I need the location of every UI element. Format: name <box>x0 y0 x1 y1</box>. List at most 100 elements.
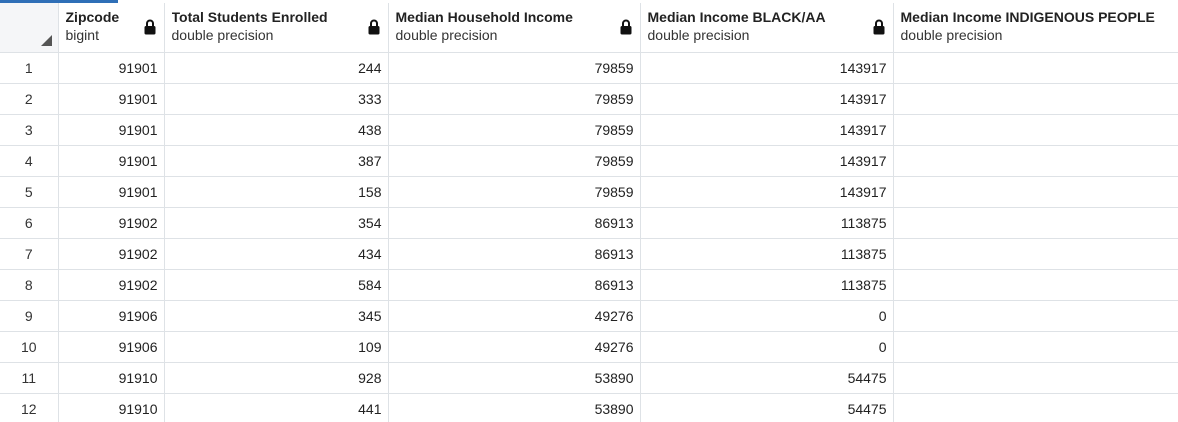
row-number[interactable]: 2 <box>0 83 59 115</box>
row-number[interactable]: 5 <box>0 176 59 208</box>
table-cell[interactable]: 91910 <box>58 393 165 422</box>
table-row[interactable]: 5 91901 158 79859 143917 <box>0 176 1178 208</box>
column-name: Total Students Enrolled <box>171 9 328 25</box>
table-cell[interactable]: 54475 <box>640 362 894 394</box>
table-cell[interactable] <box>893 393 1178 422</box>
column-header-5[interactable]: Median Income INDIGENOUS PEOPLE double pr… <box>893 3 1178 53</box>
column-header-3[interactable]: Median Household Income double precision <box>388 3 641 53</box>
table-row[interactable]: 1 91901 244 79859 143917 <box>0 52 1178 84</box>
column-type: double precision <box>647 27 750 43</box>
row-number[interactable]: 9 <box>0 300 59 332</box>
row-number[interactable]: 6 <box>0 207 59 239</box>
table-cell[interactable]: 53890 <box>388 393 641 422</box>
table-cell[interactable]: 441 <box>164 393 389 422</box>
row-number[interactable]: 12 <box>0 393 59 422</box>
table-cell[interactable] <box>893 362 1178 394</box>
table-cell[interactable] <box>893 145 1178 177</box>
row-number[interactable]: 1 <box>0 52 59 84</box>
column-type: bigint <box>65 27 99 43</box>
table-row[interactable]: 2 91901 333 79859 143917 <box>0 83 1178 115</box>
table-cell[interactable] <box>893 52 1178 84</box>
table-cell[interactable] <box>893 331 1178 363</box>
table-row[interactable]: 6 91902 354 86913 113875 <box>0 207 1178 239</box>
column-type: double precision <box>900 27 1003 43</box>
column-header-1[interactable]: Zipcode bigint <box>58 3 165 53</box>
table-cell[interactable]: 54475 <box>640 393 894 422</box>
table-cell[interactable]: 387 <box>164 145 389 177</box>
table-cell[interactable]: 86913 <box>388 207 641 239</box>
row-number[interactable]: 10 <box>0 331 59 363</box>
table-row[interactable]: 11 91910 928 53890 54475 <box>0 362 1178 394</box>
table-cell[interactable] <box>893 176 1178 208</box>
table-cell[interactable]: 438 <box>164 114 389 146</box>
table-row[interactable]: 3 91901 438 79859 143917 <box>0 114 1178 146</box>
table-cell[interactable]: 91910 <box>58 362 165 394</box>
row-number[interactable]: 11 <box>0 362 59 394</box>
table-cell[interactable] <box>893 114 1178 146</box>
table-cell[interactable]: 79859 <box>388 114 641 146</box>
table-cell[interactable]: 49276 <box>388 300 641 332</box>
lock-icon <box>620 19 632 35</box>
table-cell[interactable]: 143917 <box>640 83 894 115</box>
table-cell[interactable]: 91901 <box>58 176 165 208</box>
table-cell[interactable]: 143917 <box>640 176 894 208</box>
table-cell[interactable]: 79859 <box>388 176 641 208</box>
table-cell[interactable] <box>893 238 1178 270</box>
table-cell[interactable]: 434 <box>164 238 389 270</box>
table-cell[interactable]: 244 <box>164 52 389 84</box>
table-cell[interactable]: 0 <box>640 331 894 363</box>
active-tab-indicator <box>0 0 118 3</box>
table-cell[interactable]: 354 <box>164 207 389 239</box>
results-table: Zipcode bigint Total Students Enrolled doub… <box>0 3 1178 422</box>
table-cell[interactable] <box>893 83 1178 115</box>
select-all-icon <box>40 35 52 46</box>
select-all-corner[interactable] <box>0 3 59 53</box>
table-cell[interactable]: 91906 <box>58 331 165 363</box>
table-cell[interactable]: 333 <box>164 83 389 115</box>
table-cell[interactable]: 113875 <box>640 238 894 270</box>
table-cell[interactable] <box>893 269 1178 301</box>
table-cell[interactable] <box>893 207 1178 239</box>
table-cell[interactable]: 79859 <box>388 83 641 115</box>
row-number[interactable]: 7 <box>0 238 59 270</box>
table-cell[interactable] <box>893 300 1178 332</box>
table-cell[interactable]: 143917 <box>640 114 894 146</box>
table-row[interactable]: 4 91901 387 79859 143917 <box>0 145 1178 177</box>
column-header-4[interactable]: Median Income BLACK/AA double precision <box>640 3 894 53</box>
row-number[interactable]: 4 <box>0 145 59 177</box>
row-number[interactable]: 8 <box>0 269 59 301</box>
table-cell[interactable]: 86913 <box>388 269 641 301</box>
table-cell[interactable]: 0 <box>640 300 894 332</box>
table-cell[interactable]: 109 <box>164 331 389 363</box>
row-number[interactable]: 3 <box>0 114 59 146</box>
table-row[interactable]: 12 91910 441 53890 54475 <box>0 393 1178 422</box>
table-cell[interactable]: 79859 <box>388 52 641 84</box>
table-cell[interactable]: 86913 <box>388 238 641 270</box>
table-cell[interactable]: 345 <box>164 300 389 332</box>
column-name: Zipcode <box>65 9 120 25</box>
table-cell[interactable]: 91901 <box>58 83 165 115</box>
table-cell[interactable]: 91901 <box>58 145 165 177</box>
table-cell[interactable]: 143917 <box>640 145 894 177</box>
table-cell[interactable]: 53890 <box>388 362 641 394</box>
table-cell[interactable]: 91906 <box>58 300 165 332</box>
table-cell[interactable]: 91902 <box>58 207 165 239</box>
table-cell[interactable]: 49276 <box>388 331 641 363</box>
table-cell[interactable]: 143917 <box>640 52 894 84</box>
table-cell[interactable]: 113875 <box>640 269 894 301</box>
table-cell[interactable]: 928 <box>164 362 389 394</box>
column-header-2[interactable]: Total Students Enrolled double precision <box>164 3 389 53</box>
table-row[interactable]: 7 91902 434 86913 113875 <box>0 238 1178 270</box>
lock-icon <box>873 19 885 35</box>
table-row[interactable]: 10 91906 109 49276 0 <box>0 331 1178 363</box>
table-cell[interactable]: 113875 <box>640 207 894 239</box>
table-cell[interactable]: 91901 <box>58 52 165 84</box>
table-cell[interactable]: 91901 <box>58 114 165 146</box>
table-row[interactable]: 9 91906 345 49276 0 <box>0 300 1178 332</box>
table-cell[interactable]: 158 <box>164 176 389 208</box>
table-cell[interactable]: 91902 <box>58 269 165 301</box>
table-cell[interactable]: 79859 <box>388 145 641 177</box>
table-cell[interactable]: 91902 <box>58 238 165 270</box>
table-cell[interactable]: 584 <box>164 269 389 301</box>
table-row[interactable]: 8 91902 584 86913 113875 <box>0 269 1178 301</box>
